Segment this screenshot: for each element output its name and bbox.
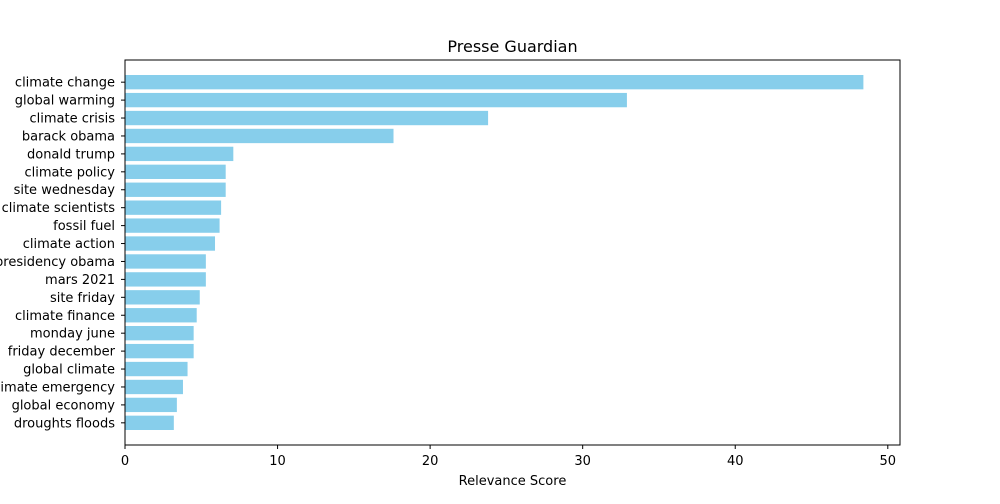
bar-site-wednesday <box>125 182 226 197</box>
y-tick-label: climate crisis <box>30 112 116 127</box>
bar-climate-finance <box>125 308 197 323</box>
y-tick-label: mars 2021 <box>45 273 115 288</box>
bar-donald-trump <box>125 146 234 162</box>
y-tick-label: climate change <box>15 76 115 91</box>
y-tick-label: global warming <box>15 94 115 109</box>
bar-mars-2021 <box>125 272 206 287</box>
y-tick-label: climate emergency <box>0 380 115 395</box>
y-tick-label: friday december <box>8 345 116 360</box>
x-tick-label: 40 <box>727 454 744 469</box>
y-tick-label: presidency obama <box>0 255 115 270</box>
x-axis-label: Relevance Score <box>459 474 567 489</box>
x-tick-label: 10 <box>269 454 286 469</box>
chart-title: Presse Guardian <box>447 37 577 56</box>
y-tick-label: climate finance <box>15 309 115 324</box>
x-tick-label: 50 <box>880 454 897 469</box>
bar-climate-crisis <box>125 110 489 126</box>
y-tick-label: monday june <box>30 327 115 342</box>
bar-climate-change <box>125 75 864 90</box>
bar-presidency-obama <box>125 254 206 269</box>
bar-fossil-fuel <box>125 218 220 233</box>
bar-barack-obama <box>125 128 394 144</box>
y-tick-label: climate scientists <box>2 201 116 216</box>
plot-frame <box>124 59 901 446</box>
bar-monday-june <box>125 326 194 341</box>
bars-layer <box>125 75 864 430</box>
bar-droughts-floods <box>125 415 174 430</box>
bar-global-economy <box>125 397 177 413</box>
y-tick-label: global economy <box>12 398 116 413</box>
bar-site-friday <box>125 290 200 305</box>
y-tick-label: site friday <box>50 291 115 306</box>
bar-climate-emergency <box>125 379 183 395</box>
bar-friday-december <box>125 343 194 359</box>
y-tick-label: climate action <box>23 237 115 252</box>
x-tick-label: 0 <box>121 454 129 469</box>
bar-global-warming <box>125 92 627 108</box>
y-tick-label: barack obama <box>22 129 115 144</box>
y-tick-label: site wednesday <box>14 183 116 198</box>
y-tick-label: global climate <box>23 363 115 378</box>
axes-layer: climate change global warming climate cris… <box>0 59 901 469</box>
y-tick-label: droughts floods <box>14 416 115 431</box>
bar-global-climate <box>125 361 188 377</box>
y-tick-label: donald trump <box>27 147 115 162</box>
bar-climate-action <box>125 236 216 251</box>
y-tick-label: climate policy <box>25 165 116 180</box>
x-tick-label: 30 <box>574 454 591 469</box>
bar-climate-policy <box>125 164 226 179</box>
bar-climate-scientists <box>125 200 222 215</box>
y-tick-label: fossil fuel <box>53 219 115 234</box>
x-tick-label: 20 <box>422 454 439 469</box>
